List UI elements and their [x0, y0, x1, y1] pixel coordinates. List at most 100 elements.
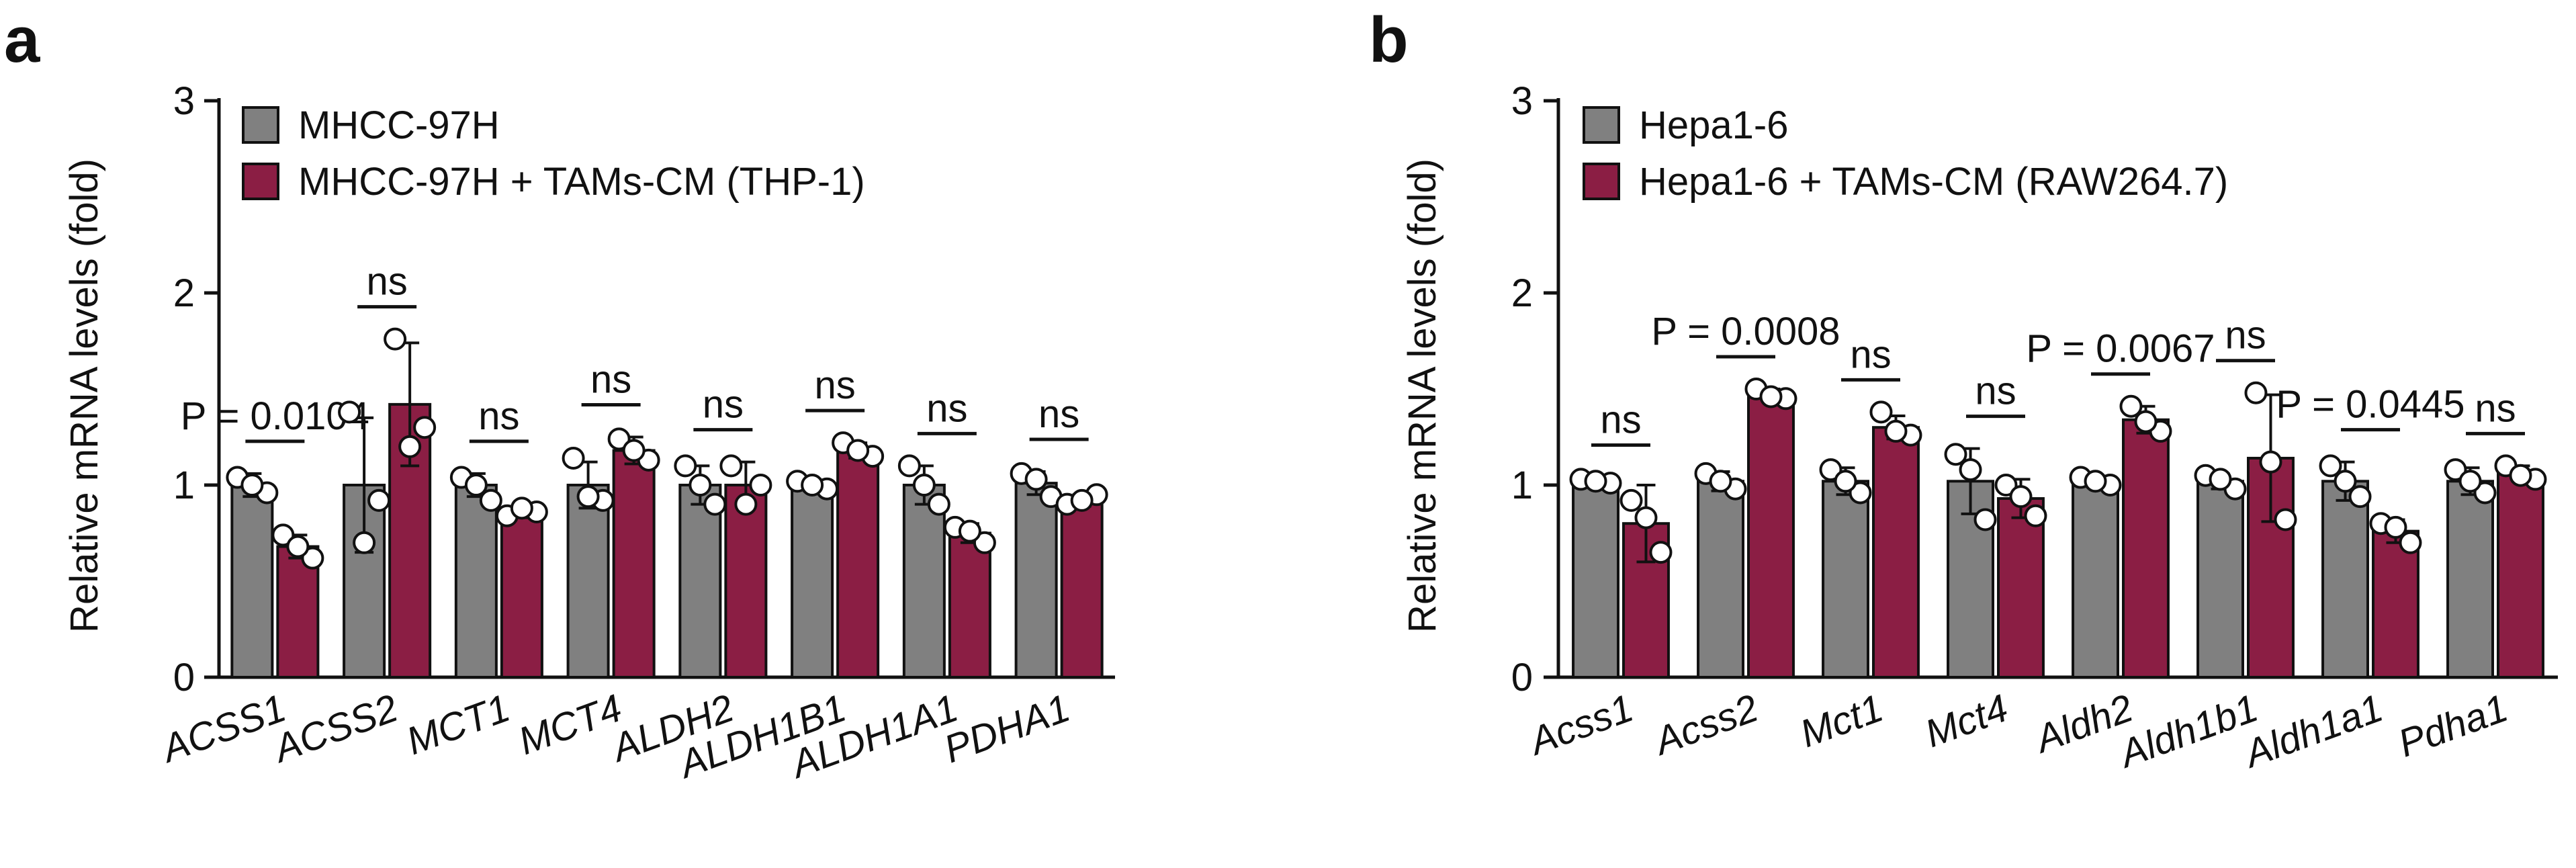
significance-label: ns — [926, 386, 967, 430]
panel-letter: b — [1369, 4, 1409, 76]
significance-label: ns — [1975, 370, 2016, 413]
data-point — [1634, 506, 1658, 529]
bar-mhcc-97h-tams-cm-thp-1--aldh1b1 — [836, 449, 880, 679]
data-point — [271, 523, 295, 547]
legend-label: MHCC-97H — [298, 103, 500, 147]
data-point — [1944, 443, 1967, 466]
category-label: Aldh1b1 — [2113, 686, 2264, 777]
data-point — [2399, 531, 2422, 554]
legend-swatch — [242, 106, 279, 144]
data-point — [912, 474, 936, 496]
data-point — [1024, 468, 1048, 491]
bar-hepa1-6-aldh2 — [2072, 480, 2120, 679]
significance-label: P = 0.0445 — [2276, 383, 2464, 427]
bar-hepa1-6-tams-cm-raw264-7--acss2 — [1747, 393, 1795, 679]
y-tick-label: 1 — [173, 464, 195, 507]
significance-label: ns — [478, 394, 519, 438]
category-label: Mct4 — [1919, 686, 2013, 756]
bar-mhcc-97h-aldh1b1 — [791, 484, 834, 679]
y-axis-label: Relative mRNA levels (fold) — [62, 159, 106, 633]
significance-label: ns — [814, 363, 855, 407]
panel-b: b 0 1 2 3 Relative mRNA levels (fold) ns Acss1 P… — [1369, 4, 2558, 777]
data-point — [240, 474, 264, 496]
legend-swatch — [1583, 106, 1620, 144]
legend-label: MHCC-97H + TAMs-CM (THP-1) — [298, 160, 865, 204]
category-label: MCT1 — [401, 686, 516, 763]
y-tick-label: 3 — [1511, 79, 1533, 123]
significance-label: ns — [2475, 386, 2516, 430]
data-point — [2384, 515, 2407, 539]
bar-hepa1-6-aldh1b1 — [2196, 480, 2245, 679]
legend-swatch — [242, 163, 279, 200]
bar-hepa1-6-tams-cm-raw264-7--pdha1 — [2497, 472, 2544, 679]
data-point — [286, 535, 310, 558]
data-point — [1584, 470, 1607, 493]
data-point — [367, 488, 391, 512]
data-point — [1070, 488, 1094, 512]
data-point — [2209, 468, 2232, 491]
bar-hepa1-6-pdha1 — [2446, 480, 2495, 679]
y-tick-label: 0 — [173, 656, 195, 699]
category-label: Pdha1 — [2393, 686, 2514, 765]
data-point — [1649, 541, 1673, 564]
data-point — [1973, 508, 1997, 531]
data-point — [1759, 385, 1783, 408]
bar-hepa1-6-acss1 — [1572, 480, 1620, 679]
bar-mhcc-97h-aldh1a1 — [902, 484, 946, 679]
data-point — [2348, 485, 2372, 509]
bar-mhcc-97h-pdha1 — [1014, 482, 1058, 679]
data-point — [2334, 470, 2357, 493]
data-point — [2274, 508, 2297, 531]
category-label: PDHA1 — [938, 686, 1075, 771]
bar-mhcc-97h-mct1 — [454, 484, 498, 679]
data-point — [2319, 454, 2342, 478]
data-point — [689, 474, 712, 496]
y-tick-label: 2 — [1511, 271, 1533, 315]
data-point — [562, 446, 585, 470]
data-point — [927, 492, 950, 516]
bar-mhcc-97h-mct4 — [566, 484, 610, 679]
bar-mhcc-97h-tams-cm-thp-1--aldh2 — [724, 484, 768, 679]
category-label: Mct1 — [1794, 686, 1888, 756]
data-point — [1869, 400, 1893, 424]
category-label: MCT4 — [513, 686, 627, 763]
legend-label: Hepa1-6 — [1639, 103, 1788, 147]
data-point — [576, 485, 600, 509]
legend-swatch — [1583, 163, 1620, 200]
y-tick-label: 3 — [173, 79, 195, 123]
bar-hepa1-6-tams-cm-raw264-7--aldh2 — [2122, 418, 2170, 679]
bar-hepa1-6-tams-cm-raw264-7--aldh1a1 — [2372, 529, 2419, 679]
significance-label: ns — [703, 383, 744, 427]
data-point — [384, 327, 407, 351]
significance-label: ns — [1850, 333, 1891, 376]
data-point — [301, 546, 324, 570]
category-label: ACSS2 — [267, 686, 404, 771]
panel-a: a 0 1 2 3 Relative mRNA levels (fold) P = 0.01… — [4, 4, 1115, 787]
data-point — [801, 474, 824, 496]
data-point — [2009, 485, 2033, 509]
significance-label: P = 0.0104 — [181, 394, 369, 438]
data-point — [2509, 464, 2532, 487]
data-point — [846, 439, 870, 462]
data-point — [1834, 470, 1857, 493]
data-point — [1959, 458, 1982, 482]
significance-label: ns — [366, 260, 407, 304]
data-point — [674, 454, 697, 478]
data-point — [2024, 504, 2047, 527]
bar-mhcc-97h-tams-cm-thp-1--pdha1 — [1060, 498, 1104, 679]
y-tick-label: 1 — [1511, 464, 1533, 507]
data-point — [719, 454, 743, 478]
data-point — [897, 454, 921, 478]
significance-label: P = 0.0008 — [1651, 310, 1840, 353]
data-point — [510, 496, 533, 520]
bar-hepa1-6-aldh1a1 — [2321, 480, 2370, 679]
data-point — [2444, 458, 2467, 482]
data-point — [1884, 419, 1908, 443]
significance-label: ns — [590, 358, 631, 402]
significance-label: ns — [1600, 398, 1641, 442]
data-point — [338, 400, 361, 424]
category-label: Aldh1a1 — [2237, 686, 2389, 777]
data-point — [703, 492, 727, 516]
data-point — [607, 427, 631, 451]
